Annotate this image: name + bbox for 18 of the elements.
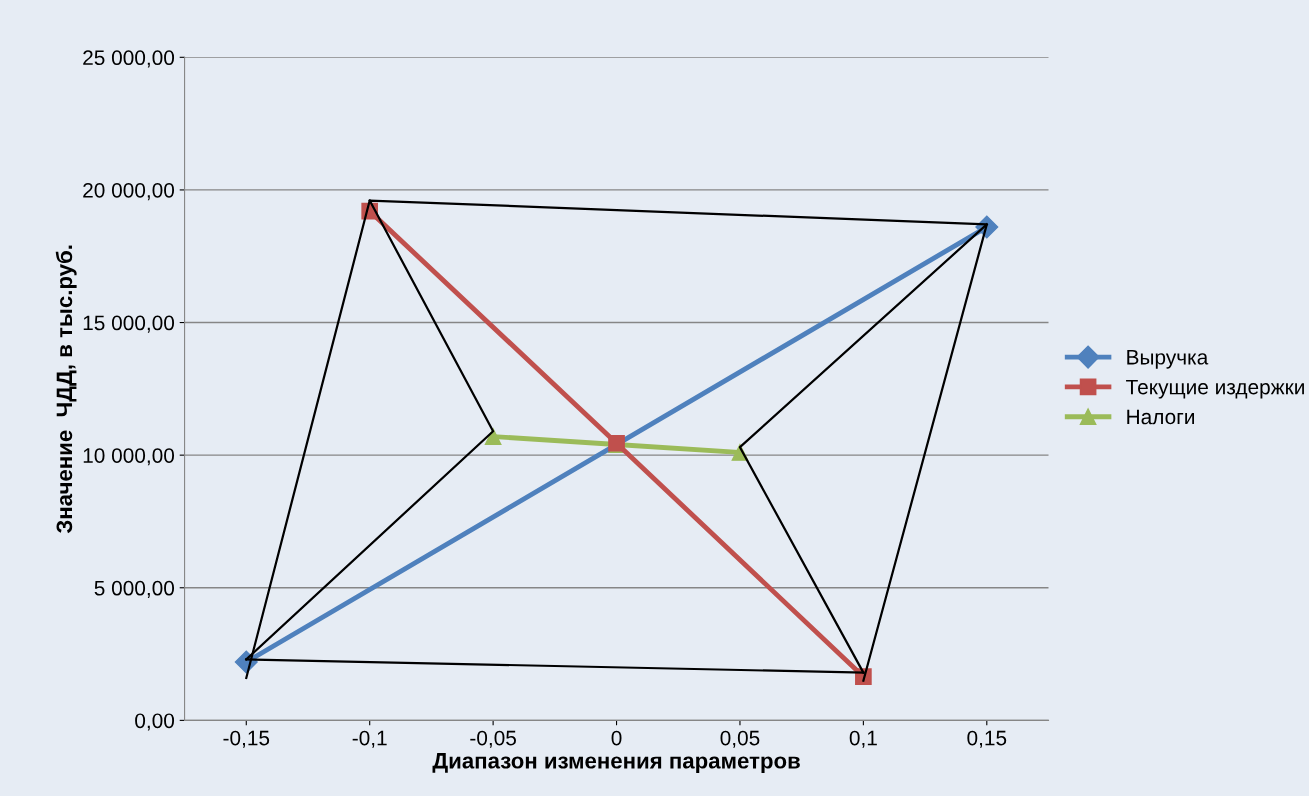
y-tick-label: 5 000,00 (94, 580, 175, 598)
x-tick-label: -0,05 (470, 730, 516, 748)
x-tick-label: 0,05 (720, 730, 760, 748)
y-tick-label: 10 000,00 (83, 448, 175, 466)
y-tick-label: 15 000,00 (83, 315, 175, 333)
x-tick-label: 0 (611, 730, 622, 746)
y-tick-label: 20 000,00 (83, 182, 175, 201)
x-tick-label: -0,1 (352, 730, 387, 748)
legend-label: Текущие издержки (1126, 379, 1304, 399)
x-tick-label: 0,1 (849, 730, 877, 748)
legend-label: Налоги (1127, 409, 1194, 425)
y-tick-label: 0,00 (135, 713, 175, 731)
y-tick-label: 25 000,00 (83, 50, 175, 68)
x-tick-label: -0,15 (223, 730, 270, 748)
y-axis-title: Значение ЧДД, в тыс.руб. (55, 245, 77, 534)
legend-label: Выручка (1127, 350, 1209, 369)
x-axis-title: Диапазон изменения параметров (432, 753, 800, 774)
x-tick-label: 0,15 (967, 730, 1007, 748)
